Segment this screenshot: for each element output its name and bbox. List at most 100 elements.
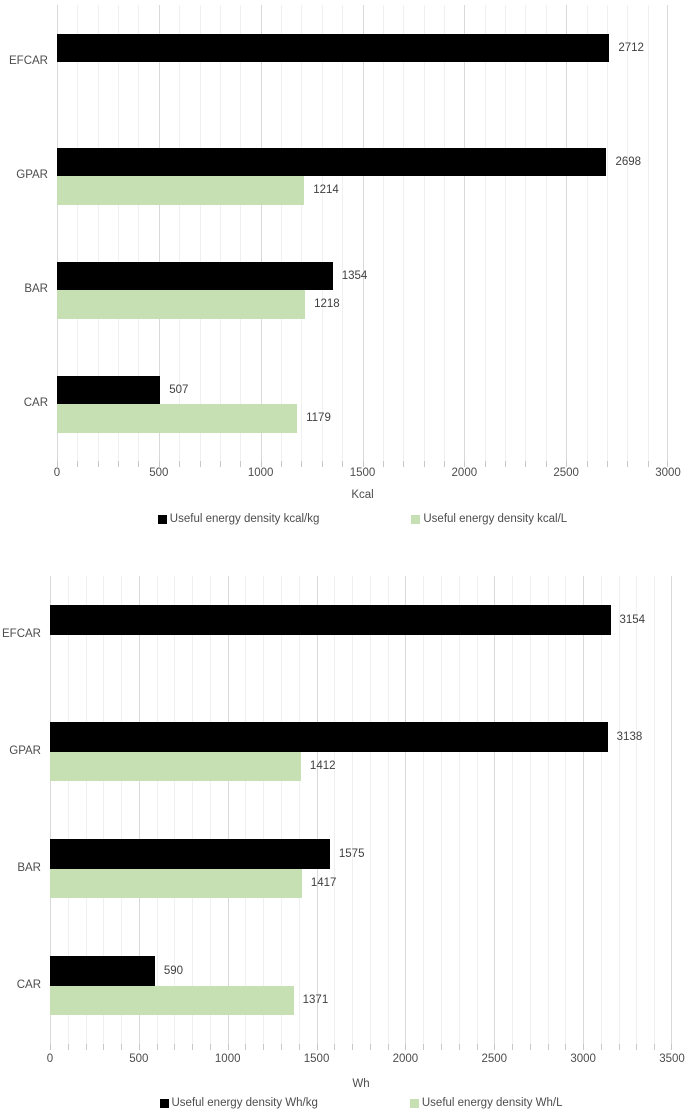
axis-tick-mark: [157, 1044, 158, 1050]
axis-tick-mark: [210, 1044, 211, 1050]
axis-tick-mark: [424, 461, 425, 467]
bar-series2-gpar: [50, 751, 301, 781]
x-tick-label: 1000: [247, 467, 274, 479]
axis-tick-mark: [200, 461, 201, 467]
axis-tick-mark: [103, 1044, 104, 1050]
minor-gridline: [627, 5, 628, 461]
axis-tick-mark: [667, 461, 668, 467]
minor-gridline: [200, 5, 201, 461]
bar-value-label: 1417: [310, 877, 337, 890]
bar-value-label: 1179: [306, 412, 331, 425]
axis-tick-mark: [494, 1044, 495, 1050]
bar-series2-car: [50, 985, 294, 1015]
axis-tick-mark: [139, 1044, 140, 1050]
x-axis-title-wh: Wh: [352, 1078, 370, 1090]
minor-gridline: [68, 576, 69, 1044]
minor-gridline: [245, 576, 246, 1044]
axis-tick-mark: [174, 1044, 175, 1050]
x-tick-label: 1500: [303, 1053, 330, 1065]
bar-series2-bar: [57, 290, 306, 319]
minor-gridline: [530, 576, 531, 1044]
axis-tick-mark: [583, 1044, 584, 1050]
chart-kcal-energy-density: 2712 2698 1214 1354 1218 507 1179 Kcal Useful …: [0, 0, 692, 546]
category-label-car: CAR: [23, 397, 48, 409]
minor-gridline: [505, 5, 506, 461]
bar-series1-bar: [57, 261, 333, 290]
axis-tick-mark: [607, 461, 608, 467]
major-gridline: [494, 576, 495, 1044]
x-tick-label: 2500: [553, 467, 579, 479]
axis-tick-mark: [220, 461, 221, 467]
bar-value-label: 1575: [338, 847, 365, 860]
axis-tick-mark: [245, 1044, 246, 1050]
minor-gridline: [403, 5, 404, 461]
axis-tick-mark: [370, 1044, 371, 1050]
bar-value-label: 507: [169, 383, 189, 396]
minor-gridline: [138, 5, 139, 461]
bar-series1-gpar: [57, 147, 607, 176]
axis-tick-mark: [322, 461, 323, 467]
x-tick-label: 500: [129, 1053, 149, 1065]
axis-tick-mark: [525, 461, 526, 467]
axis-tick-mark: [627, 461, 628, 467]
x-tick-label: 500: [149, 467, 169, 479]
x-tick-label: 1000: [214, 1053, 241, 1065]
axis-tick-mark: [530, 1044, 531, 1050]
bar-value-label: 1354: [341, 269, 368, 282]
category-label-efcar: EFCAR: [2, 627, 41, 640]
minor-gridline: [607, 5, 608, 461]
legend-entry-series1: Useful energy density kcal/kg: [157, 512, 319, 526]
bar-value-label: 1218: [314, 298, 340, 311]
bar-series1-car: [57, 375, 161, 404]
axis-tick-mark: [301, 461, 302, 467]
axis-tick-mark: [459, 1044, 460, 1050]
minor-gridline: [342, 5, 343, 461]
bar-value-label: 1412: [309, 760, 336, 773]
axis-tick-mark: [228, 1044, 229, 1050]
legend-label: Useful energy density Wh/L: [421, 1097, 563, 1109]
major-gridline: [667, 5, 668, 461]
axis-tick-mark: [565, 1044, 566, 1050]
axis-tick-mark: [179, 461, 180, 467]
axis-tick-mark: [505, 461, 506, 467]
x-tick-label: 2000: [451, 467, 478, 479]
minor-gridline: [192, 576, 193, 1044]
category-label-gpar: GPAR: [16, 169, 48, 181]
minor-gridline: [322, 5, 323, 461]
bar-value-label: 1214: [313, 184, 339, 197]
axis-tick-mark: [86, 1044, 87, 1050]
axis-tick-mark: [636, 1044, 637, 1050]
axis-tick-mark: [363, 461, 364, 467]
axis-tick-mark: [512, 1044, 513, 1050]
minor-gridline: [512, 576, 513, 1044]
axis-tick-mark: [423, 1044, 424, 1050]
minor-gridline: [179, 5, 180, 461]
axis-tick-mark: [441, 1044, 442, 1050]
major-gridline: [363, 5, 364, 461]
axis-tick-mark: [548, 1044, 549, 1050]
bar-value-label: 2698: [615, 155, 642, 168]
axis-tick-mark: [317, 1044, 318, 1050]
category-label-efcar: EFCAR: [9, 55, 48, 67]
minor-gridline: [636, 576, 637, 1044]
minor-gridline: [301, 5, 302, 461]
axis-tick-mark: [138, 461, 139, 467]
category-label-gpar: GPAR: [9, 744, 41, 757]
minor-gridline: [548, 576, 549, 1044]
minor-gridline: [441, 576, 442, 1044]
minor-gridline: [334, 576, 335, 1044]
axis-tick-mark: [121, 1044, 122, 1050]
axis-tick-mark: [444, 461, 445, 467]
x-tick-label: 2500: [481, 1053, 508, 1065]
axis-tick-mark: [464, 461, 465, 467]
minor-gridline: [477, 576, 478, 1044]
major-gridline: [57, 5, 58, 461]
x-tick-label: 3000: [655, 467, 681, 479]
bar-value-label: 3154: [619, 613, 646, 626]
minor-gridline: [565, 576, 566, 1044]
x-axis-title-kcal: Kcal: [351, 489, 374, 501]
minor-gridline: [619, 576, 620, 1044]
legend-swatch-icon: [159, 1098, 169, 1108]
axis-tick-mark: [281, 461, 282, 467]
